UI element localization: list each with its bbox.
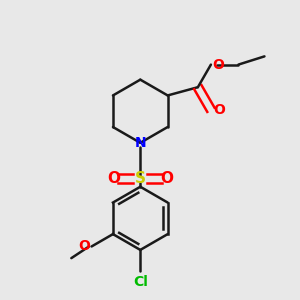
Text: O: O — [78, 239, 90, 254]
Text: O: O — [108, 171, 121, 186]
Text: O: O — [160, 171, 173, 186]
Text: O: O — [212, 58, 224, 72]
Text: O: O — [214, 103, 225, 117]
Text: S: S — [135, 171, 146, 186]
Text: Cl: Cl — [133, 274, 148, 289]
Text: N: N — [134, 136, 146, 150]
